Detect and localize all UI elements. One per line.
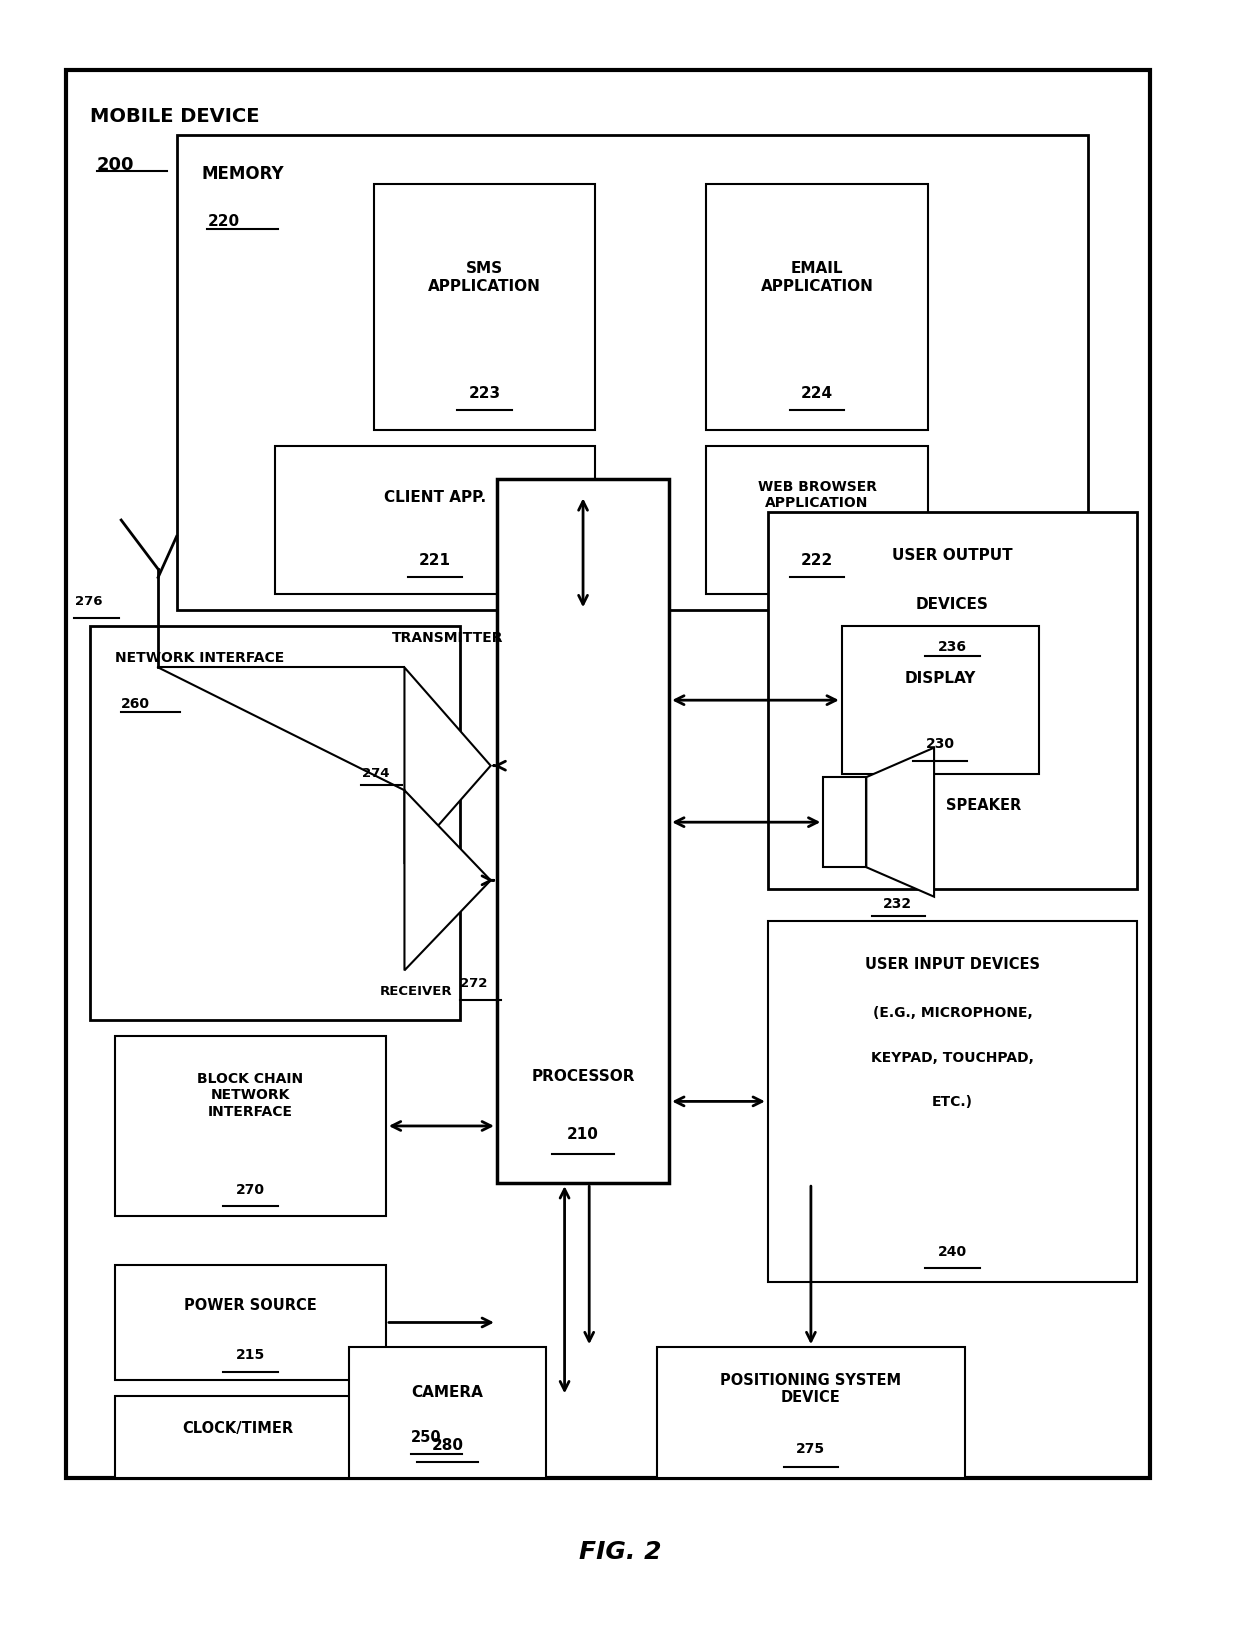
Text: 222: 222 [801, 553, 833, 568]
Bar [373, 184, 595, 430]
Text: (E.G., MICROPHONE,: (E.G., MICROPHONE, [873, 1006, 1033, 1021]
Text: 200: 200 [97, 156, 134, 174]
Bar [823, 777, 867, 867]
Bar [275, 446, 595, 594]
Bar [348, 1346, 546, 1478]
Text: TRANSMITTER: TRANSMITTER [392, 630, 503, 645]
Text: 270: 270 [236, 1183, 265, 1197]
Text: ETC.): ETC.) [932, 1095, 973, 1109]
Text: 230: 230 [926, 737, 955, 751]
Text: USER OUTPUT: USER OUTPUT [893, 548, 1013, 563]
Text: 275: 275 [796, 1442, 826, 1455]
Text: WEB BROWSER
APPLICATION: WEB BROWSER APPLICATION [758, 481, 877, 510]
Text: 236: 236 [937, 640, 967, 653]
Text: 224: 224 [801, 387, 833, 402]
Bar [657, 1346, 965, 1478]
Bar [707, 184, 928, 430]
Bar [115, 1266, 386, 1379]
Bar [91, 627, 460, 1019]
Text: 276: 276 [76, 596, 103, 609]
Text: 232: 232 [883, 897, 911, 910]
Polygon shape [867, 747, 934, 897]
Text: 280: 280 [432, 1439, 464, 1453]
Bar [768, 922, 1137, 1282]
Text: MEMORY: MEMORY [201, 165, 284, 183]
Text: BLOCK CHAIN
NETWORK
INTERFACE: BLOCK CHAIN NETWORK INTERFACE [197, 1072, 304, 1119]
Text: 274: 274 [362, 767, 389, 780]
Text: CLIENT APP.: CLIENT APP. [384, 491, 486, 505]
Text: 223: 223 [469, 387, 501, 402]
Text: SMS
APPLICATION: SMS APPLICATION [428, 262, 541, 295]
Bar [497, 479, 670, 1183]
Bar [115, 1396, 361, 1478]
Text: DEVICES: DEVICES [916, 597, 990, 612]
Polygon shape [404, 790, 491, 971]
Text: NETWORK INTERFACE: NETWORK INTERFACE [115, 652, 284, 665]
Text: 221: 221 [419, 553, 451, 568]
Bar [768, 512, 1137, 889]
Bar [66, 69, 1149, 1478]
Text: FIG. 2: FIG. 2 [579, 1539, 661, 1564]
Text: 260: 260 [122, 696, 150, 711]
Bar [842, 627, 1039, 774]
Text: 250: 250 [410, 1430, 441, 1445]
Text: PROCESSOR: PROCESSOR [531, 1070, 635, 1085]
Text: MOBILE DEVICE: MOBILE DEVICE [91, 107, 260, 127]
Bar [115, 1035, 386, 1216]
Text: DISPLAY: DISPLAY [904, 670, 976, 686]
Text: 220: 220 [207, 214, 239, 229]
Bar [707, 446, 928, 594]
Text: KEYPAD, TOUCHPAD,: KEYPAD, TOUCHPAD, [872, 1050, 1034, 1065]
Text: 215: 215 [236, 1348, 265, 1363]
Text: EMAIL
APPLICATION: EMAIL APPLICATION [760, 262, 873, 295]
Text: 210: 210 [567, 1126, 599, 1142]
Text: SPEAKER: SPEAKER [946, 798, 1022, 813]
Text: POSITIONING SYSTEM
DEVICE: POSITIONING SYSTEM DEVICE [720, 1373, 901, 1406]
Text: POWER SOURCE: POWER SOURCE [184, 1297, 317, 1314]
Text: 240: 240 [937, 1244, 967, 1259]
Text: 272: 272 [460, 978, 487, 989]
Polygon shape [404, 667, 491, 864]
Text: CAMERA: CAMERA [412, 1386, 484, 1401]
Bar [176, 135, 1087, 611]
Text: CLOCK/TIMER: CLOCK/TIMER [182, 1422, 294, 1437]
Text: RECEIVER: RECEIVER [379, 986, 453, 997]
Text: USER INPUT DEVICES: USER INPUT DEVICES [866, 958, 1040, 973]
